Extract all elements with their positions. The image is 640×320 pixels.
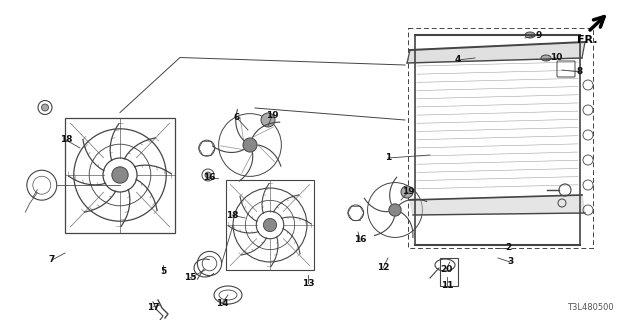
Circle shape <box>205 172 211 178</box>
Text: 10: 10 <box>550 53 562 62</box>
Circle shape <box>401 186 413 198</box>
Text: 4: 4 <box>455 55 461 65</box>
Text: 14: 14 <box>216 299 228 308</box>
Text: 6: 6 <box>234 114 240 123</box>
Text: 18: 18 <box>226 211 238 220</box>
Text: 5: 5 <box>160 268 166 276</box>
Text: 12: 12 <box>377 263 389 273</box>
Text: 20: 20 <box>440 265 452 274</box>
Text: 7: 7 <box>49 255 55 265</box>
Text: 8: 8 <box>577 68 583 76</box>
Circle shape <box>389 204 401 216</box>
Text: 17: 17 <box>147 302 159 311</box>
Text: 1: 1 <box>385 154 391 163</box>
Ellipse shape <box>525 32 535 38</box>
Text: 16: 16 <box>203 173 215 182</box>
Ellipse shape <box>541 55 551 61</box>
Circle shape <box>243 138 257 152</box>
Circle shape <box>261 113 275 127</box>
Polygon shape <box>410 195 585 215</box>
Bar <box>226 180 314 270</box>
Circle shape <box>42 104 49 111</box>
Circle shape <box>264 218 276 232</box>
Text: 13: 13 <box>301 278 314 287</box>
Bar <box>65 117 175 233</box>
Text: FR.: FR. <box>577 35 598 45</box>
Text: 9: 9 <box>536 30 542 39</box>
Text: 2: 2 <box>505 244 511 252</box>
Text: 3: 3 <box>507 258 513 267</box>
Circle shape <box>112 167 128 183</box>
Text: 11: 11 <box>441 281 453 290</box>
Text: 18: 18 <box>60 135 72 145</box>
Bar <box>440 258 458 286</box>
Polygon shape <box>407 42 585 63</box>
Text: 19: 19 <box>266 111 278 121</box>
Text: T3L480500: T3L480500 <box>566 303 613 313</box>
Text: 15: 15 <box>184 274 196 283</box>
Bar <box>408 28 593 248</box>
Text: 19: 19 <box>402 188 414 196</box>
Text: 16: 16 <box>354 236 366 244</box>
